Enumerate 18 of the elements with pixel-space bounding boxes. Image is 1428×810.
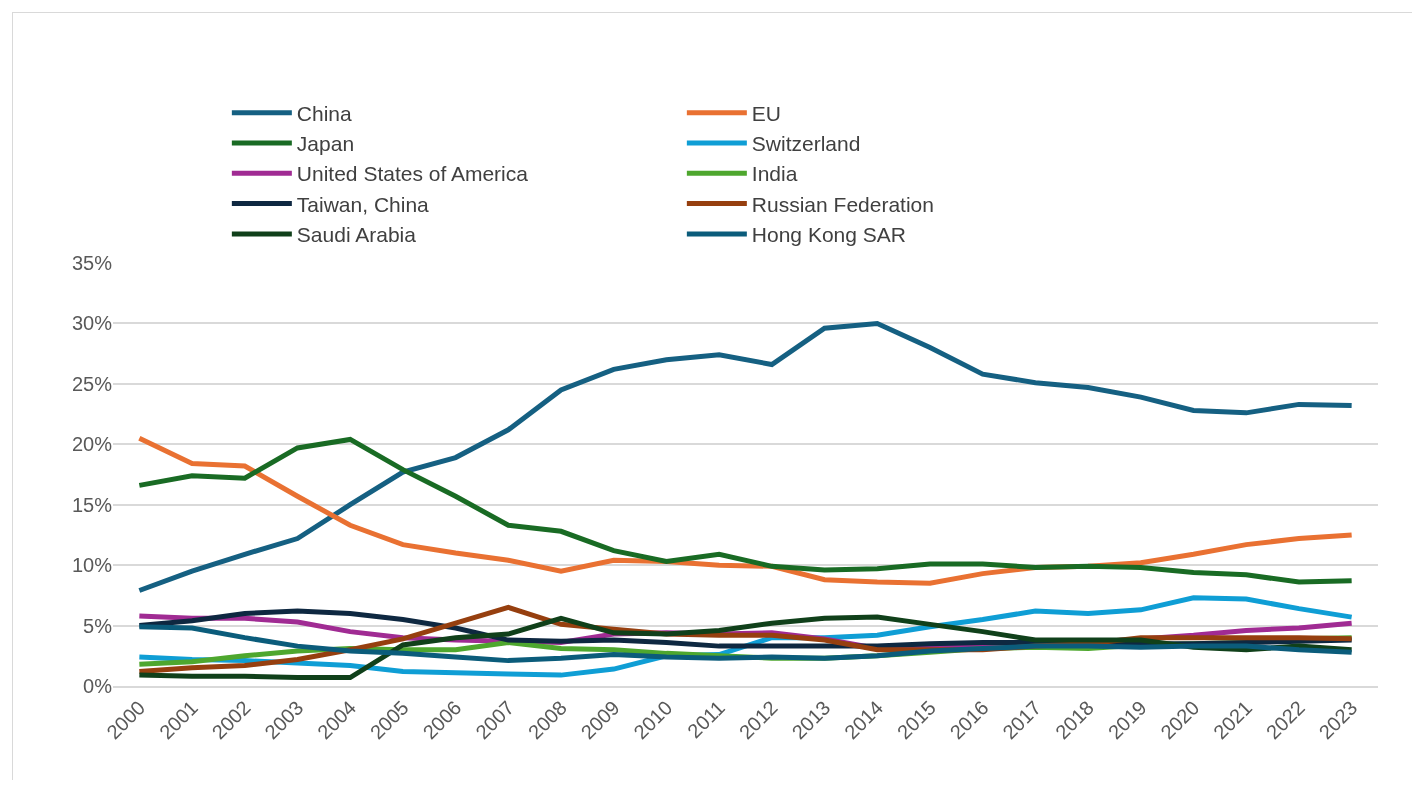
y-tick-label: 5% (83, 614, 113, 637)
legend-label: Saudi Arabia (296, 223, 417, 247)
legend-label: EU (751, 101, 782, 125)
legend-label: Taiwan, China (296, 192, 430, 216)
legend-label: Switzerland (751, 132, 861, 156)
legend-label: Hong Kong SAR (751, 223, 906, 247)
y-tick-label: 0% (83, 675, 113, 697)
y-tick-label: 25% (71, 372, 113, 395)
y-tick-label: 35% (71, 252, 113, 274)
y-tick-label: 10% (71, 554, 113, 577)
y-tick-label: 20% (71, 433, 113, 456)
legend-label: China (296, 101, 353, 125)
legend-label: Russian Federation (751, 192, 934, 216)
legend-label: India (751, 162, 798, 186)
legend-label: Japan (296, 132, 355, 156)
y-tick-label: 15% (71, 493, 113, 516)
y-tick-label: 30% (71, 312, 113, 335)
legend-label: United States of America (296, 162, 529, 186)
